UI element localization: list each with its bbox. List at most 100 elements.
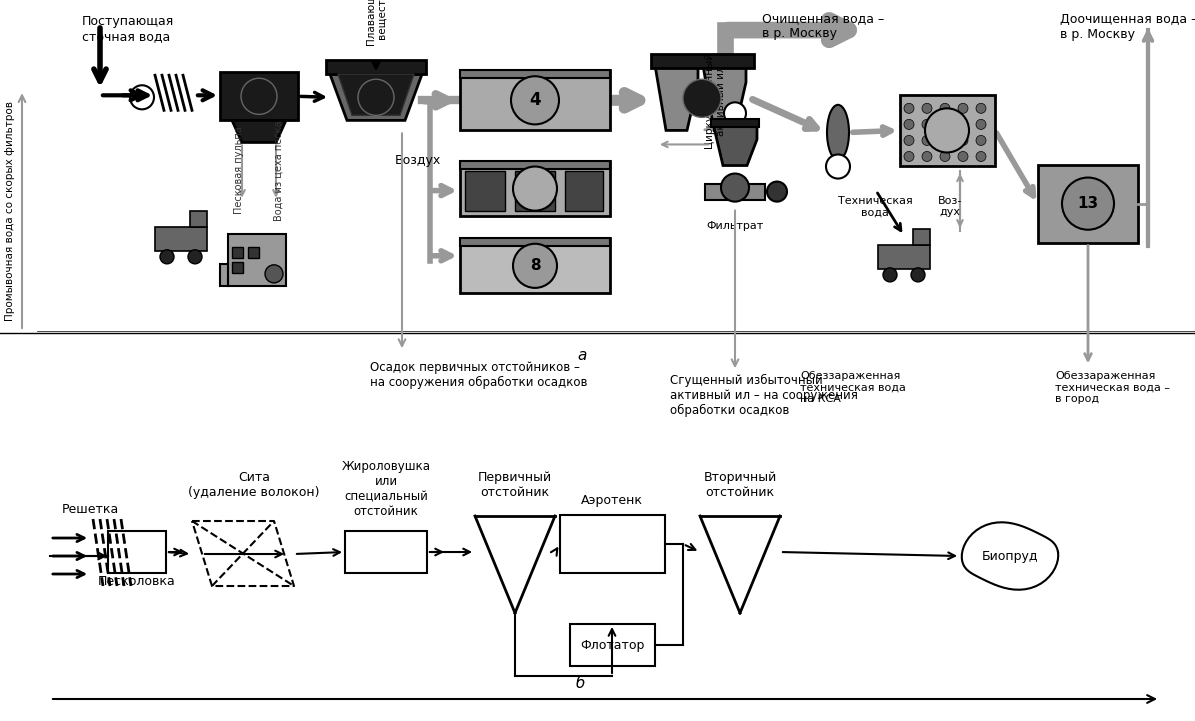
Text: Очищенная вода –
в р. Москву: Очищенная вода – в р. Москву bbox=[762, 12, 884, 40]
Circle shape bbox=[923, 103, 932, 113]
Bar bbox=[465, 171, 505, 211]
Circle shape bbox=[358, 79, 394, 115]
Circle shape bbox=[513, 244, 557, 288]
Bar bbox=[249, 247, 259, 258]
Circle shape bbox=[903, 120, 914, 129]
Circle shape bbox=[684, 79, 721, 118]
Polygon shape bbox=[655, 65, 698, 131]
Bar bbox=[460, 238, 609, 246]
Bar bbox=[155, 226, 207, 251]
Text: 1: 1 bbox=[139, 92, 146, 102]
Circle shape bbox=[826, 154, 850, 179]
Bar bbox=[460, 161, 609, 216]
Text: 9: 9 bbox=[529, 181, 540, 196]
Bar bbox=[651, 54, 754, 68]
Circle shape bbox=[160, 249, 174, 264]
Bar bbox=[570, 624, 655, 666]
Circle shape bbox=[958, 103, 968, 113]
Bar bbox=[913, 229, 930, 244]
Circle shape bbox=[721, 174, 749, 202]
Polygon shape bbox=[232, 120, 286, 143]
Bar bbox=[220, 264, 228, 286]
Text: Биопруд: Биопруд bbox=[982, 549, 1038, 562]
Circle shape bbox=[724, 102, 746, 125]
Bar bbox=[232, 262, 243, 273]
Text: Фильтрат: Фильтрат bbox=[706, 221, 764, 231]
Text: Плавающие
вещества: Плавающие вещества bbox=[366, 0, 387, 45]
Circle shape bbox=[903, 103, 914, 113]
Bar bbox=[232, 247, 243, 258]
Bar bbox=[228, 234, 286, 286]
Text: Сгущенный избыточный
активный ил – на сооружения
обработки осадков: Сгущенный избыточный активный ил – на со… bbox=[670, 374, 858, 417]
Bar bbox=[878, 244, 930, 269]
Text: Жироловушка
или
специальный
отстойник: Жироловушка или специальный отстойник bbox=[342, 460, 430, 518]
Bar bbox=[515, 171, 554, 211]
Bar bbox=[190, 211, 207, 226]
Circle shape bbox=[513, 167, 557, 211]
Circle shape bbox=[883, 267, 897, 282]
Bar bbox=[1038, 164, 1138, 243]
Bar bbox=[220, 72, 298, 120]
Circle shape bbox=[903, 151, 914, 162]
Circle shape bbox=[265, 265, 283, 283]
Text: Поступающая
сточная вода: Поступающая сточная вода bbox=[82, 15, 174, 43]
Text: 4: 4 bbox=[529, 92, 541, 110]
Circle shape bbox=[976, 151, 986, 162]
Circle shape bbox=[130, 85, 154, 110]
Circle shape bbox=[940, 151, 950, 162]
Text: Вода из цеха песка: Вода из цеха песка bbox=[274, 120, 284, 221]
Bar bbox=[900, 95, 995, 166]
Text: 6: 6 bbox=[834, 162, 842, 172]
Bar bbox=[560, 515, 664, 573]
Polygon shape bbox=[703, 65, 746, 131]
Text: 8: 8 bbox=[529, 258, 540, 273]
Circle shape bbox=[958, 151, 968, 162]
Circle shape bbox=[188, 249, 202, 264]
Text: 10: 10 bbox=[729, 108, 741, 118]
Ellipse shape bbox=[827, 105, 848, 160]
Bar bbox=[345, 531, 427, 573]
Bar bbox=[565, 171, 603, 211]
Text: Обеззараженная
техническая вода –
в город: Обеззараженная техническая вода – в горо… bbox=[1055, 371, 1170, 404]
Circle shape bbox=[1062, 177, 1114, 230]
Circle shape bbox=[958, 136, 968, 146]
Text: Аэротенк: Аэротенк bbox=[581, 494, 643, 507]
Text: Воз-
дух: Воз- дух bbox=[938, 195, 962, 217]
Text: Осадок первичных отстойников –
на сооружения обработки осадков: Осадок первичных отстойников – на сооруж… bbox=[370, 361, 588, 389]
Text: Воздух: Воздух bbox=[396, 154, 441, 167]
Text: Промывочная вода со скорых фильтров: Промывочная вода со скорых фильтров bbox=[5, 101, 16, 321]
Circle shape bbox=[976, 120, 986, 129]
Bar bbox=[108, 531, 166, 573]
Text: Сита
(удаление волокон): Сита (удаление волокон) bbox=[189, 471, 320, 499]
Circle shape bbox=[241, 79, 277, 115]
Text: Решетка: Решетка bbox=[62, 503, 120, 516]
Circle shape bbox=[923, 151, 932, 162]
Polygon shape bbox=[713, 123, 756, 166]
Circle shape bbox=[767, 182, 788, 202]
Text: Обеззараженная
техническая вода
на КСА: Обеззараженная техническая вода на КСА bbox=[799, 371, 906, 404]
Text: Вторичный
отстойник: Вторичный отстойник bbox=[704, 471, 777, 499]
Circle shape bbox=[925, 108, 969, 152]
Circle shape bbox=[958, 120, 968, 129]
Circle shape bbox=[940, 103, 950, 113]
Text: Первичный
отстойник: Первичный отстойник bbox=[478, 471, 552, 499]
Circle shape bbox=[911, 267, 925, 282]
Bar bbox=[460, 70, 609, 79]
Polygon shape bbox=[330, 74, 422, 120]
Text: Песковая пульпа: Песковая пульпа bbox=[234, 127, 244, 214]
Circle shape bbox=[940, 120, 950, 129]
Text: 13: 13 bbox=[1078, 196, 1098, 211]
Circle shape bbox=[976, 103, 986, 113]
Text: Песколовка: Песколовка bbox=[98, 575, 176, 588]
Text: 5: 5 bbox=[697, 92, 707, 105]
Bar bbox=[460, 70, 609, 131]
Text: б: б bbox=[575, 676, 584, 691]
Text: Доочищенная вода –
в р. Москву: Доочищенная вода – в р. Москву bbox=[1060, 13, 1195, 41]
Bar bbox=[711, 120, 759, 128]
Text: 2: 2 bbox=[372, 90, 381, 105]
Circle shape bbox=[940, 136, 950, 146]
Circle shape bbox=[923, 136, 932, 146]
Circle shape bbox=[511, 76, 559, 125]
Text: Техническая
вода: Техническая вода bbox=[838, 195, 912, 217]
Text: Циркуляционный
активный ил: Циркуляционный активный ил bbox=[704, 52, 725, 149]
